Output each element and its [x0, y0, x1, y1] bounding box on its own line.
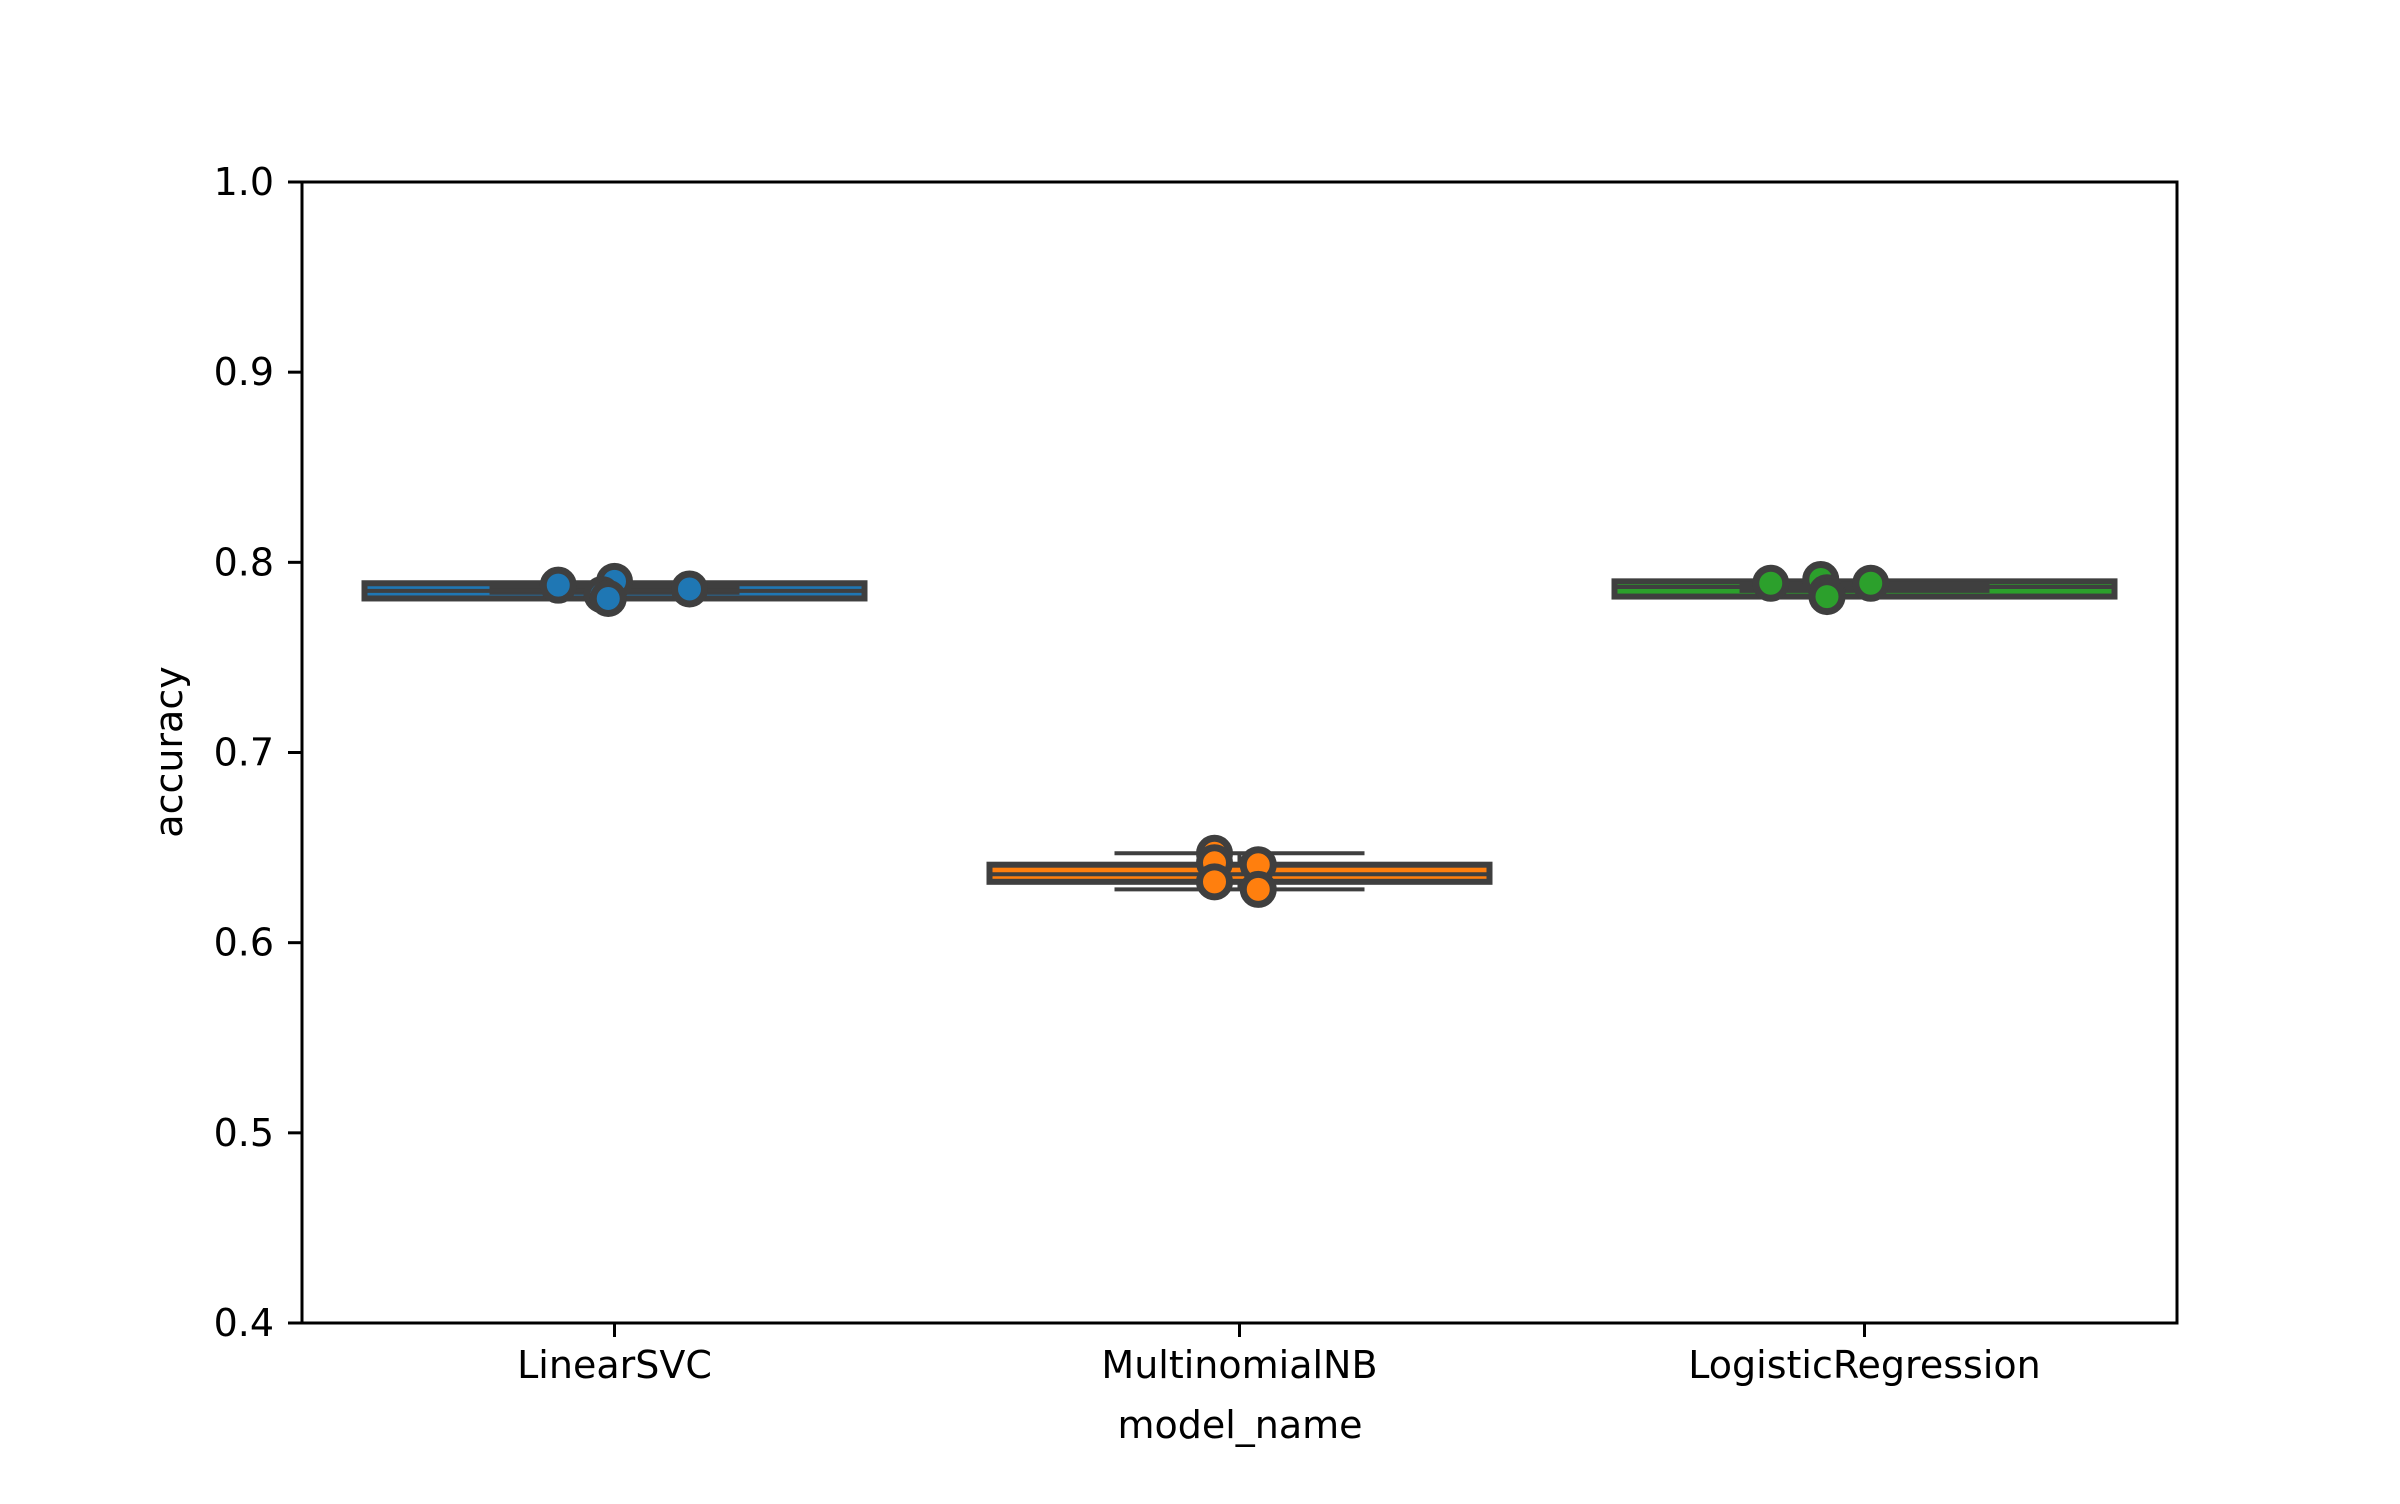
y-tick-label: 1.0 [214, 160, 274, 204]
data-point-MultinomialNB [1239, 870, 1277, 908]
y-tick-label: 0.9 [214, 350, 274, 394]
x-tick-label: MultinomialNB [1101, 1343, 1377, 1387]
x-axis-label: model_name [1117, 1403, 1362, 1447]
y-tick-label: 0.6 [214, 921, 274, 965]
y-axis-label: accuracy [147, 666, 191, 837]
data-point-LogisticRegression [1808, 578, 1846, 616]
y-tick-label: 0.8 [214, 540, 274, 584]
box-MultinomialNB [986, 851, 1493, 892]
x-tick-label: LinearSVC [517, 1343, 712, 1387]
data-point-LinearSVC [539, 566, 577, 604]
data-point-LinearSVC [589, 579, 627, 617]
y-tick-label: 0.4 [214, 1301, 274, 1345]
data-point-LogisticRegression [1752, 564, 1790, 602]
y-tick-label: 0.5 [214, 1111, 274, 1155]
data-point-LinearSVC [671, 570, 708, 608]
boxes-layer [361, 578, 2118, 892]
plot-area-frame [300, 180, 2179, 1325]
points-layer [539, 560, 1890, 908]
x-tick-label: LogisticRegression [1688, 1343, 2040, 1387]
x-axis-ticks: LinearSVC MultinomialNB LogisticRegression [517, 1323, 2041, 1387]
y-tick-label: 0.7 [214, 731, 274, 775]
data-point-LogisticRegression [1852, 564, 1890, 602]
y-axis-ticks: 0.4 0.5 0.6 0.7 0.8 0.9 1.0 [214, 160, 302, 1345]
data-point-MultinomialNB [1196, 863, 1233, 901]
